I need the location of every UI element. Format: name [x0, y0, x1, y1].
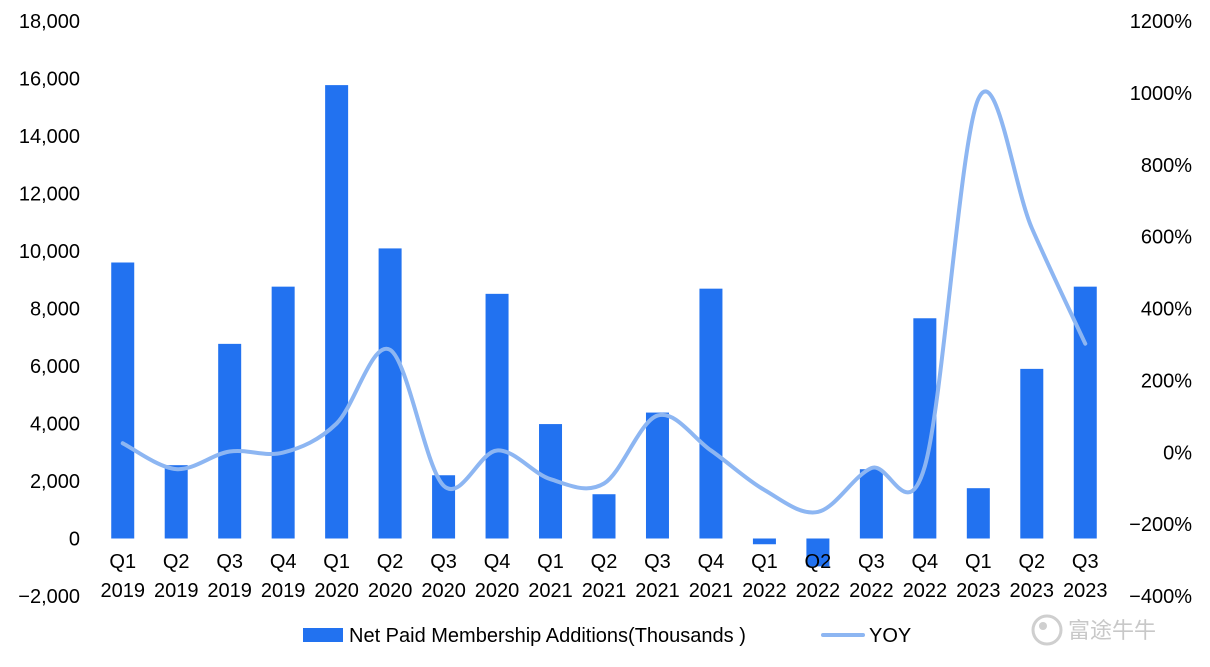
left-axis: 18,000 16,000 14,000 12,000 10,000 8,000 6,000… [18, 11, 80, 608]
category-year-label: 2023 [956, 580, 1001, 602]
category-year-label: 2019 [261, 580, 306, 602]
left-tick-label: 18,000 [19, 11, 80, 33]
category-year-label: 2022 [849, 580, 894, 602]
bar-series [111, 85, 1097, 567]
left-tick-label: 16,000 [19, 69, 80, 91]
category-quarter-label: Q3 [858, 551, 885, 573]
left-tick-label: 2,000 [30, 471, 80, 493]
category-quarter-label: Q2 [805, 551, 832, 573]
bar [806, 538, 830, 567]
right-tick-label: −400% [1129, 586, 1192, 608]
futu-logo-dot [1039, 622, 1047, 630]
left-tick-label: −2,000 [18, 586, 80, 608]
left-tick-label: 8,000 [30, 299, 80, 321]
category-quarter-label: Q1 [965, 551, 992, 573]
category-year-label: 2023 [1063, 580, 1108, 602]
right-tick-label: 600% [1141, 227, 1192, 249]
category-quarter-label: Q3 [216, 551, 243, 573]
bar [966, 488, 990, 539]
category-year-label: 2023 [1010, 580, 1055, 602]
category-year-label: 2019 [207, 580, 252, 602]
category-quarter-label: Q4 [484, 551, 511, 573]
category-year-label: 2019 [100, 580, 145, 602]
category-year-label: 2021 [635, 580, 680, 602]
category-year-label: 2022 [903, 580, 948, 602]
left-tick-label: 14,000 [19, 126, 80, 148]
category-quarter-label: Q2 [163, 551, 190, 573]
left-tick-label: 12,000 [19, 184, 80, 206]
category-quarter-label: Q4 [270, 551, 297, 573]
yoy-line [120, 89, 1088, 515]
legend-label-line: YOY [869, 625, 911, 647]
bar [164, 465, 188, 539]
bar [485, 293, 509, 539]
category-year-label: 2022 [742, 580, 787, 602]
legend-label-bar: Net Paid Membership Additions(Thousands … [349, 625, 746, 647]
category-quarter-label: Q3 [1072, 551, 1099, 573]
right-tick-label: 1000% [1130, 83, 1192, 105]
bar [1020, 368, 1044, 539]
category-year-label: 2020 [421, 580, 466, 602]
right-tick-label: 800% [1141, 155, 1192, 177]
category-year-label: 2022 [796, 580, 841, 602]
legend-swatch-bar [303, 628, 343, 642]
line-series [120, 89, 1088, 515]
category-quarter-label: Q3 [430, 551, 457, 573]
category-quarter-label: Q4 [911, 551, 938, 573]
category-year-label: 2021 [528, 580, 573, 602]
bar [1073, 286, 1097, 539]
left-tick-label: 6,000 [30, 356, 80, 378]
left-tick-label: 4,000 [30, 414, 80, 436]
category-year-label: 2020 [314, 580, 359, 602]
left-tick-label: 0 [69, 529, 80, 551]
category-quarter-label: Q1 [323, 551, 350, 573]
bar [378, 248, 402, 539]
category-quarter-label: Q4 [698, 551, 725, 573]
bar [432, 475, 456, 539]
right-tick-label: 0% [1163, 442, 1192, 464]
category-quarter-label: Q2 [1018, 551, 1045, 573]
category-year-label: 2020 [368, 580, 413, 602]
category-quarter-label: Q3 [644, 551, 671, 573]
category-year-label: 2021 [582, 580, 627, 602]
right-tick-label: 400% [1141, 299, 1192, 321]
bar [325, 85, 349, 539]
left-tick-label: 10,000 [19, 241, 80, 263]
bar [699, 288, 723, 539]
bar [645, 412, 669, 539]
bar [592, 494, 616, 539]
watermark: 富途牛牛 [1031, 614, 1156, 646]
bar [271, 286, 295, 539]
bar [752, 538, 776, 545]
category-quarter-label: Q2 [591, 551, 618, 573]
category-year-label: 2019 [154, 580, 199, 602]
watermark-text: 富途牛牛 [1068, 619, 1156, 644]
futu-logo-icon [1031, 614, 1063, 646]
category-quarter-label: Q1 [537, 551, 564, 573]
bar [859, 469, 883, 539]
category-quarter-label: Q1 [109, 551, 136, 573]
category-labels: Q1 2019 Q2 2019 Q3 2019 Q4 2019 Q1 2020 Q2 2020 Q3 20… [100, 551, 1107, 602]
bar [218, 343, 242, 539]
category-year-label: 2021 [689, 580, 734, 602]
right-tick-label: 1200% [1130, 11, 1192, 33]
right-tick-label: −200% [1129, 514, 1192, 536]
bar [111, 262, 135, 539]
category-quarter-label: Q2 [377, 551, 404, 573]
legend: Net Paid Membership Additions(Thousands … [303, 625, 911, 647]
category-quarter-label: Q1 [751, 551, 778, 573]
right-tick-label: 200% [1141, 370, 1192, 392]
right-axis: 1200% 1000% 800% 600% 400% 200% 0% −200% −400% [1129, 11, 1192, 608]
category-year-label: 2020 [475, 580, 520, 602]
